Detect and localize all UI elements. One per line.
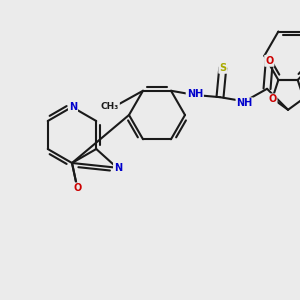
Text: N: N (69, 102, 77, 112)
Text: CH₃: CH₃ (101, 102, 119, 111)
Text: O: O (265, 56, 273, 66)
Text: NH: NH (187, 89, 203, 99)
Text: O: O (74, 183, 82, 194)
Text: S: S (219, 63, 226, 73)
Text: N: N (114, 163, 122, 173)
Text: O: O (268, 94, 277, 104)
Text: NH: NH (236, 98, 253, 108)
